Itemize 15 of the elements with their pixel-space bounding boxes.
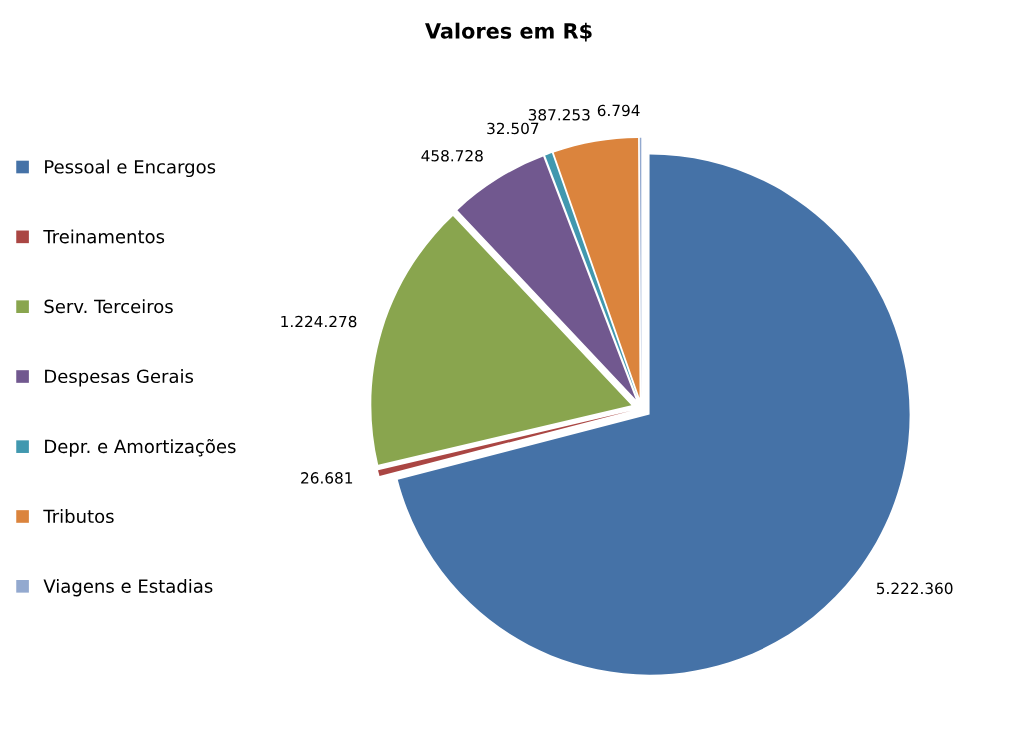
data-label: 458.728 [421, 149, 483, 162]
legend-label: Serv. Terceiros [44, 299, 173, 314]
legend-label: Treinamentos [43, 229, 165, 244]
legend-label: Pessoal e Encargos [45, 159, 216, 178]
legend-label: Viagens e Estadias [43, 578, 213, 597]
data-label: 32.507 [487, 122, 539, 135]
legend-label: Despesas Gerais [45, 369, 194, 387]
data-label: 5.222.360 [876, 582, 953, 595]
chart-title: Valores em R$ [425, 22, 592, 42]
data-label: 26.681 [301, 472, 353, 484]
legend-label: Depr. e Amortizações [45, 438, 236, 457]
legend-label: Tributos [43, 509, 114, 524]
data-label: 387.253 [528, 108, 590, 121]
data-label: 6.794 [597, 104, 640, 117]
data-label: 1.224.278 [281, 315, 357, 328]
